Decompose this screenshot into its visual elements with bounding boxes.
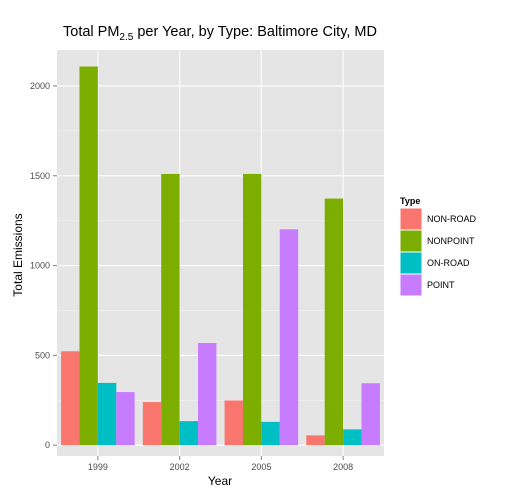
bar [142, 402, 162, 446]
bar [116, 392, 135, 446]
legend-swatch [400, 230, 422, 252]
bar [261, 421, 280, 446]
y-tick-label: 2000 [30, 81, 50, 91]
bar [179, 421, 199, 446]
bar [343, 429, 362, 446]
y-axis-ticks: 0 500 1000 1500 2000 [30, 81, 57, 450]
bar [242, 173, 262, 446]
bar [324, 198, 344, 446]
bar [161, 173, 180, 446]
chart-title: Total PM2.5 per Year, by Type: Baltimore… [63, 24, 377, 43]
x-axis-ticks: 1999 2002 2005 2008 [88, 456, 353, 472]
legend: Type NON-ROAD NONPOINT ON-ROAD POINT [399, 196, 476, 297]
legend-label: NONPOINT [427, 236, 475, 246]
legend-swatch [400, 274, 422, 296]
chart-title-subscript: 2.5 [119, 32, 133, 43]
legend-label: NON-ROAD [427, 214, 476, 224]
bar [279, 229, 299, 446]
bar [79, 66, 98, 446]
x-tick-label: 2002 [170, 462, 190, 472]
legend-label: POINT [427, 280, 455, 290]
bar [224, 400, 243, 446]
y-tick-label: 1500 [30, 171, 50, 181]
bar [97, 382, 117, 446]
bar [361, 383, 380, 446]
legend-label: ON-ROAD [427, 258, 470, 268]
y-tick-label: 0 [45, 440, 50, 450]
bar [306, 435, 325, 446]
x-axis-title: Year [208, 474, 232, 488]
y-tick-label: 500 [35, 350, 50, 360]
y-axis-title: Total Emissions [11, 213, 25, 296]
x-tick-label: 1999 [88, 462, 108, 472]
bars [61, 66, 380, 446]
legend-swatch [400, 208, 422, 230]
y-tick-label: 1000 [30, 261, 50, 271]
x-tick-label: 2005 [251, 462, 271, 472]
chart-title-main: Total PM [63, 24, 119, 40]
chart-title-rest: per Year, by Type: Baltimore City, MD [133, 24, 377, 40]
bar [61, 351, 80, 446]
x-tick-label: 2008 [333, 462, 353, 472]
bar [198, 343, 217, 446]
legend-swatch [400, 252, 422, 274]
legend-title: Type [400, 196, 420, 206]
